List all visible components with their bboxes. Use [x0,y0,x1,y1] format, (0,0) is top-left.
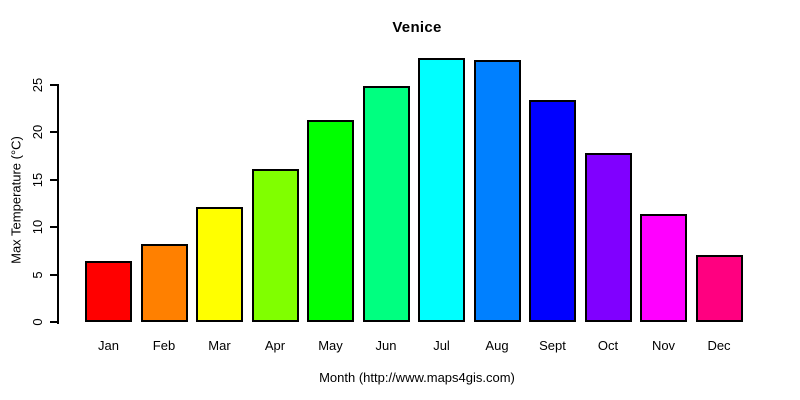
x-tick-label: Jul [433,338,450,353]
bar [584,153,632,322]
bar [140,244,188,322]
bar [640,213,687,322]
x-tick-label: Jan [98,338,119,353]
bar [418,58,465,322]
x-tick-label: May [318,338,343,353]
x-tick-label: Sept [539,338,566,353]
y-tick-mark [50,226,59,229]
bar [362,85,410,322]
y-tick-mark [50,131,59,134]
chart-title: Venice [392,19,442,36]
x-tick-label: Aug [485,338,509,353]
y-tick-label: 20 [29,125,45,140]
y-tick-label: 15 [29,172,45,188]
bar [473,60,521,322]
x-tick-label: Apr [264,338,286,353]
x-tick-label: Jun [375,338,397,353]
x-tick-label: Feb [152,338,176,353]
bar [196,207,243,322]
y-tick-mark [50,321,59,323]
y-tick-label: 0 [29,318,45,326]
bar [307,120,354,322]
y-tick-label: 25 [29,77,45,93]
bar [251,169,299,322]
x-tick-label: Nov [651,338,676,353]
y-tick-mark [50,84,59,86]
y-tick-label: 5 [29,270,45,279]
y-axis-line [57,85,59,324]
bar [695,254,743,322]
bar [529,100,576,322]
x-axis-label: Month (http://www.maps4gis.com) [319,370,515,385]
y-tick-label: 10 [29,219,45,235]
x-tick-label: Dec [707,338,731,353]
y-tick-mark [50,273,59,276]
x-tick-label: Mar [208,338,231,353]
bar [85,261,132,322]
x-tick-label: Oct [597,338,619,353]
y-tick-mark [50,178,59,181]
